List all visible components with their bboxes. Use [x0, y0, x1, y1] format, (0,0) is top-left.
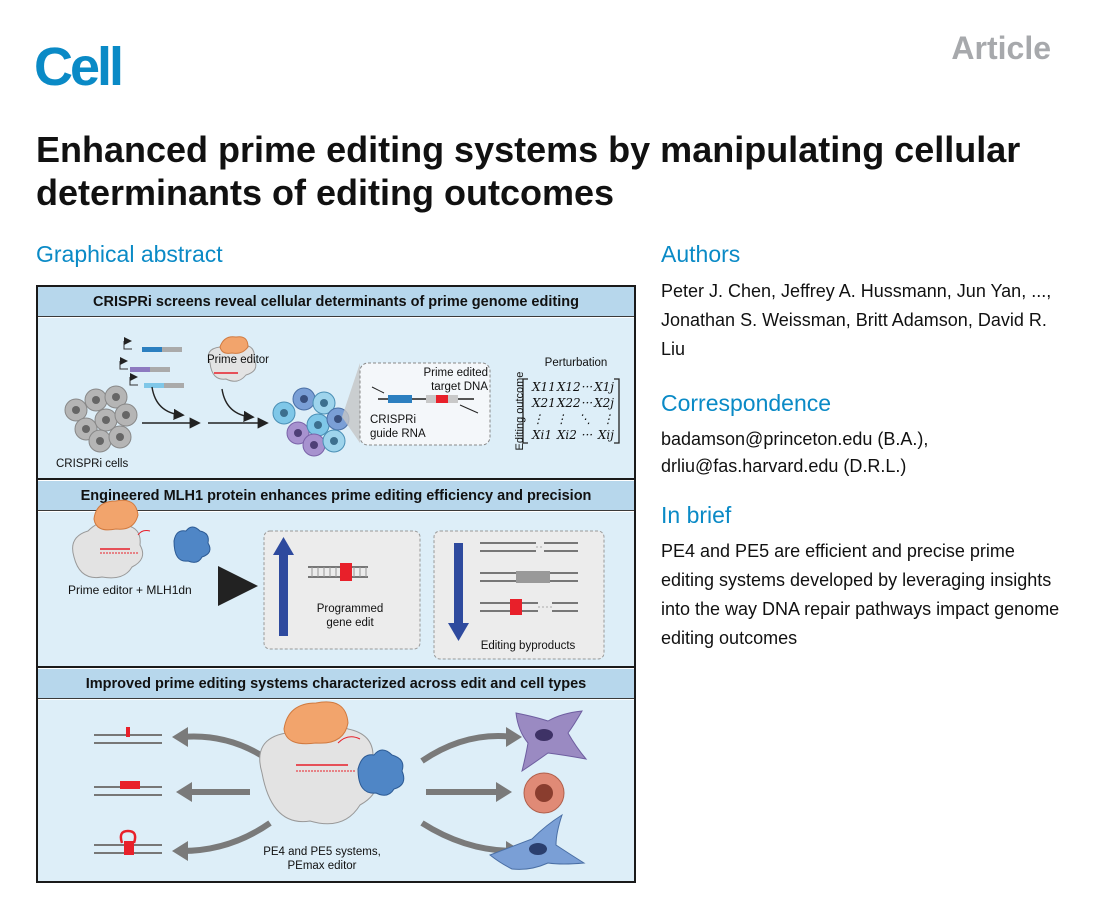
panel1-body — [38, 318, 634, 480]
panel2-heading: Engineered MLH1 protein enhances prime e… — [38, 481, 634, 511]
target-dna-diagram — [371, 386, 479, 414]
paper-title: Enhanced prime editing systems by manipu… — [36, 129, 1021, 213]
pe-systems-label: PE4 and PE5 systems, PEmax editor — [263, 846, 381, 872]
edit-type-dna-3 — [94, 829, 162, 855]
byproducts-label: Editing byproducts — [480, 640, 576, 652]
crispri-cells-label: CRISPRi cells — [56, 458, 129, 470]
byproduct-dna-2 — [480, 571, 578, 583]
increase-arrow — [273, 537, 294, 636]
outcome-matrix: X11 X12 ··· X1j X21 X22 ··· X2j ⋮ ⋮ ⋱ ⋮ Xi1 Xi2 ···… — [532, 379, 614, 443]
byproduct-dna-3 — [480, 599, 578, 615]
matrix-row-1: X11 X12 ··· X1j — [532, 380, 614, 394]
programmed-edit-dna — [308, 563, 368, 581]
programmed-edit-label: Programmed gene edit — [316, 603, 384, 629]
panel3-heading: Improved prime editing systems character… — [38, 669, 634, 699]
guide-library — [119, 337, 184, 388]
byproduct-dna-1 — [480, 542, 578, 552]
graphical-abstract: CRISPRi screens reveal cellular determin… — [36, 285, 636, 883]
cell-type-1 — [515, 710, 588, 773]
edit-type-dna-2 — [94, 781, 162, 796]
abstract-illustrations — [64, 336, 620, 870]
correspondence-emails: badamson@princeton.edu (B.A.), drliu@fas… — [661, 426, 1061, 480]
authors-list: Peter J. Chen, Jeffrey A. Hussmann, Jun … — [661, 281, 1052, 359]
matrix-row-2: X21 X22 ··· X2j — [532, 396, 614, 410]
crispri-cells-cluster — [64, 385, 138, 453]
perturbation-label: Perturbation — [544, 357, 608, 369]
authors-heading: Authors — [661, 241, 741, 267]
editor-mlh1-label: Prime editor + MLH1dn — [68, 583, 192, 597]
pe-editor-large — [259, 701, 405, 825]
decrease-arrow — [448, 543, 469, 641]
guide-rna-label: CRISPRi guide RNA — [370, 414, 426, 440]
prime-editor-label: Prime editor — [207, 354, 269, 366]
matrix-row-4: Xi1 Xi2 ··· Xij — [532, 428, 614, 442]
cell-type-3 — [489, 813, 586, 870]
perturbed-cells — [272, 387, 350, 457]
prime-editor-small — [207, 336, 257, 382]
matrix-row-3: ⋮ ⋮ ⋱ ⋮ — [532, 412, 614, 426]
correspondence-heading: Correspondence — [661, 390, 832, 416]
article-type-label: Article — [951, 30, 1051, 66]
editing-outcome-label: Editing outcome — [514, 371, 526, 451]
in-brief-text: PE4 and PE5 are efficient and precise pr… — [661, 541, 1060, 648]
panel1-heading: CRISPRi screens reveal cellular determin… — [38, 287, 634, 317]
cell-type-2 — [523, 772, 565, 814]
journal-logo: Cell — [34, 37, 124, 97]
email-drliu[interactable]: drliu@fas.harvard.edu (D.R.L.) — [661, 456, 907, 476]
target-dna-label: Prime edited target DNA — [423, 367, 488, 393]
graphical-abstract-heading: Graphical abstract — [36, 241, 223, 267]
email-badamson[interactable]: badamson@princeton.edu (B.A.), — [661, 429, 929, 449]
edit-type-dna-1 — [94, 727, 162, 744]
editor-mlh1-complex — [72, 499, 211, 579]
in-brief-heading: In brief — [661, 502, 732, 528]
